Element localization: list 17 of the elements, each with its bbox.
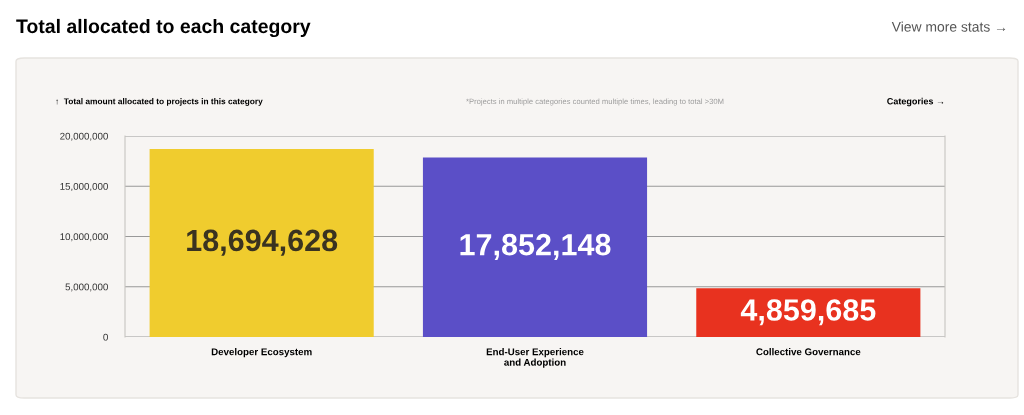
- x-tick-label: Developer Ecosystem: [211, 348, 312, 358]
- y-tick-label: 10,000,000: [60, 233, 108, 242]
- data-label: 4,859,685: [740, 299, 876, 326]
- y-tick-label: 0: [103, 333, 108, 341]
- data-label: 18,694,628: [187, 229, 338, 256]
- x-tick-label: Collective Governance: [756, 348, 861, 356]
- bar: [422, 157, 648, 337]
- y-tick-label: 20,000,000: [60, 132, 108, 141]
- y-tick-label: 5,000,000: [65, 283, 108, 292]
- y-axis-title: ↑ Total amount allocated to projects in this category: [56, 98, 263, 106]
- chart-title: Total allocated to each category: [16, 18, 311, 38]
- y-tick-label: 15,000,000: [60, 182, 108, 192]
- text: View more stats →: [891, 21, 1006, 32]
- x-tick-label: End-User Experience and Adoption: [486, 348, 584, 368]
- bar: [149, 149, 374, 337]
- x-axis-title: Categories →: [887, 97, 944, 107]
- data-label: 17,852,148: [460, 233, 611, 260]
